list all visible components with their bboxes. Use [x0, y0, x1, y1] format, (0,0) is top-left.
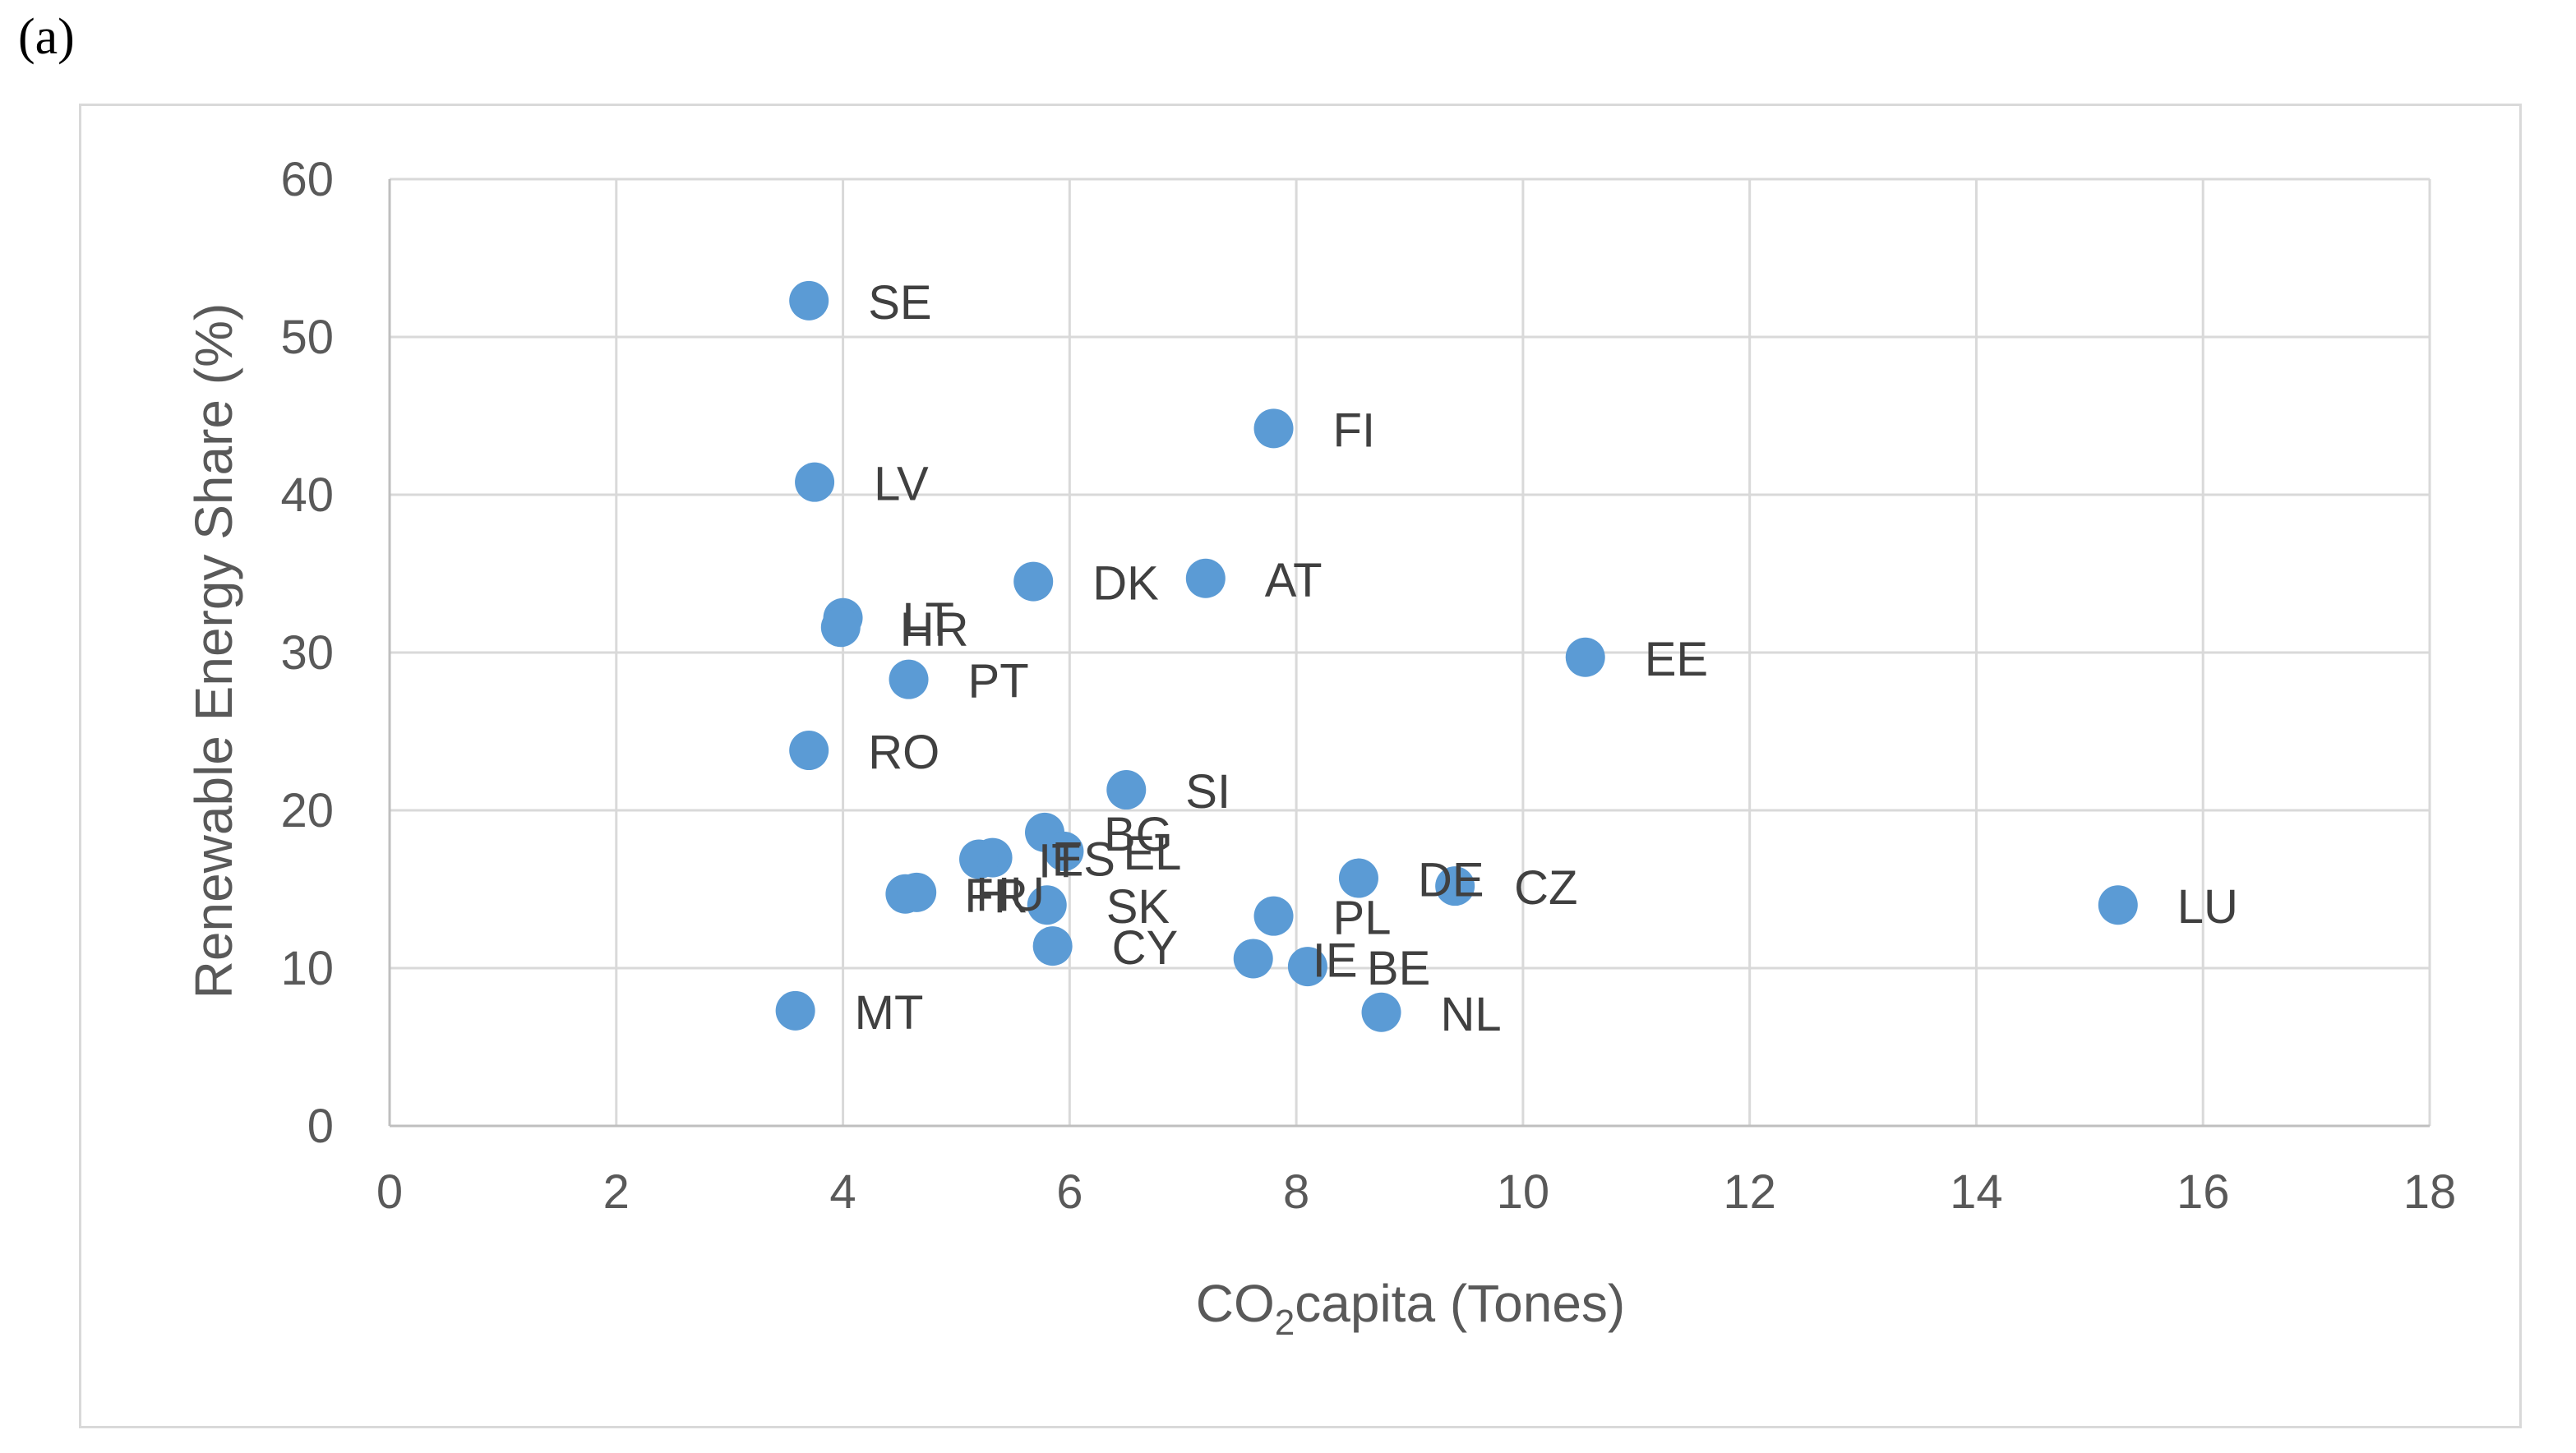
data-label-ro: RO [868, 726, 939, 779]
y-tick-label: 20 [280, 784, 334, 837]
x-tick-label: 8 [1283, 1165, 1309, 1219]
data-point-hr [820, 607, 861, 648]
x-tick-label: 6 [1056, 1165, 1083, 1219]
y-tick-label: 40 [280, 468, 334, 522]
axes [388, 179, 2430, 1128]
data-point-fi [1253, 408, 1294, 449]
data-point-sk [1027, 885, 1067, 925]
data-point-ee [1565, 637, 1605, 677]
data-label-it: IT [1038, 835, 1081, 888]
data-point-nl [1361, 992, 1401, 1032]
data-label-ie: IE [1313, 934, 1358, 987]
x-tick-label: 4 [829, 1165, 856, 1219]
data-label-ee: EE [1645, 633, 1708, 686]
data-label-dk: DK [1092, 557, 1159, 611]
data-label-fi: FI [1333, 404, 1376, 457]
data-point-lv [795, 462, 835, 502]
data-point-mt [775, 990, 815, 1031]
x-axis-title-rest: capita (Tones) [1295, 1274, 1625, 1333]
x-tick-label: 12 [1723, 1165, 1776, 1219]
data-point-pt [889, 659, 929, 699]
x-tick-label: 16 [2177, 1165, 2230, 1219]
data-point-it [959, 839, 999, 879]
data-point-pl [1253, 896, 1294, 936]
data-label-cz: CZ [1514, 861, 1577, 915]
y-tick-label: 30 [280, 626, 334, 680]
data-label-hr: HR [900, 602, 969, 656]
data-label-hu: HU [976, 868, 1045, 921]
data-label-bg: BG [1104, 808, 1173, 861]
data-label-pt: PT [968, 655, 1029, 708]
data-label-si: SI [1185, 765, 1230, 819]
x-tick-label: 0 [376, 1165, 403, 1219]
data-point-se [789, 280, 829, 321]
data-label-es: ES [1052, 833, 1115, 887]
data-point-de [1338, 858, 1378, 898]
data-label-at: AT [1265, 554, 1323, 607]
data-label-de: DE [1418, 854, 1484, 907]
data-point-cy [1032, 926, 1073, 966]
x-tick-label: 2 [603, 1165, 630, 1219]
data-point-hu [897, 872, 937, 912]
data-label-mt: MT [855, 986, 924, 1040]
data-point-dk [1013, 561, 1054, 602]
data-label-lv: LV [874, 458, 929, 511]
x-tick-label: 14 [1950, 1165, 2003, 1219]
data-label-lu: LU [2177, 880, 2238, 934]
data-point-el [1044, 831, 1084, 871]
data-label-pl: PL [1333, 892, 1392, 945]
data-label-fr: FR [964, 869, 1027, 923]
grid-lines [390, 178, 2431, 1126]
data-label-be: BE [1367, 942, 1430, 995]
chart-frame [79, 104, 2522, 1428]
x-axis-title: CO2capita (Tones) [1196, 1274, 1625, 1343]
data-label-lt: LT [903, 593, 954, 647]
data-label-nl: NL [1441, 988, 1502, 1041]
y-tick-label: 60 [280, 153, 334, 206]
data-points [775, 280, 2138, 1032]
data-label-el: EL [1123, 827, 1181, 880]
y-tick-label: 0 [307, 1100, 334, 1153]
data-point-be [1287, 947, 1327, 987]
y-tick-label: 50 [280, 311, 334, 364]
data-point-ro [789, 731, 829, 771]
data-point-cz [1435, 866, 1475, 906]
data-point-si [1106, 770, 1147, 810]
y-tick-label: 10 [280, 942, 334, 995]
data-point-lu [2098, 885, 2138, 925]
data-point-at [1185, 558, 1226, 598]
x-axis-title-main: CO [1196, 1274, 1275, 1333]
data-label-se: SE [868, 276, 931, 330]
x-tick-label: 10 [1497, 1165, 1550, 1219]
y-axis-title: Renewable Energy Share (%) [184, 303, 243, 999]
x-axis-title-subscript: 2 [1275, 1303, 1295, 1343]
tick-labels: 0 10 20 30 40 50 60 0 2 4 6 8 10 12 14 16 18 [280, 153, 2456, 1219]
panel-label: (a) [18, 9, 75, 65]
data-label-sk: SK [1106, 880, 1170, 934]
data-point-ie [1233, 939, 1273, 979]
x-tick-label: 18 [2403, 1165, 2457, 1219]
data-label-cy: CY [1112, 921, 1179, 975]
